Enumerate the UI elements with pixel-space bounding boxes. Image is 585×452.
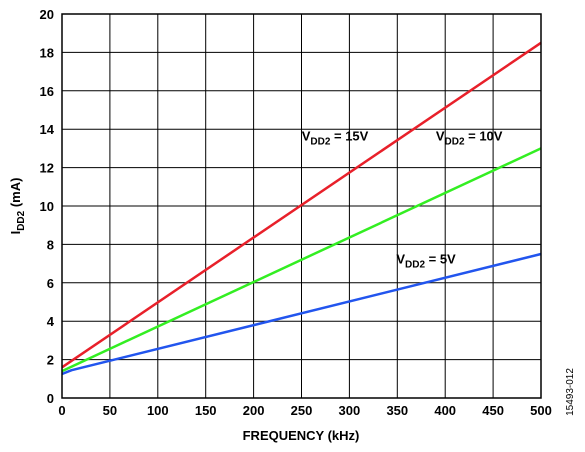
y-tick-label: 4: [47, 314, 55, 329]
plot-frame: [61, 13, 542, 399]
series-label-0: VDD2 = 15V: [302, 129, 369, 148]
figure-id: 15493-012: [565, 368, 576, 416]
y-axis-title: IDD2 (mA): [8, 178, 27, 235]
x-tick-label: 100: [147, 403, 169, 418]
y-tick-label: 10: [40, 199, 54, 214]
y-axis-title-main: I: [8, 231, 23, 235]
x-tick-label: 150: [195, 403, 217, 418]
x-axis-title: FREQUENCY (kHz): [243, 428, 360, 443]
x-tick-label: 250: [291, 403, 313, 418]
y-tick-label: 8: [47, 237, 54, 252]
series-line-2: [61, 252, 542, 376]
x-tick-label: 400: [434, 403, 456, 418]
y-tick-label: 0: [47, 391, 54, 406]
y-axis-title-sub: DD2: [16, 210, 27, 230]
x-tick-label: 350: [386, 403, 408, 418]
y-tick-label: 18: [40, 45, 54, 60]
y-tick-labels: 0 2 4 6 8 10 12 14 16 18 20: [40, 7, 55, 406]
x-tick-label: 50: [103, 403, 117, 418]
y-tick-label: 20: [40, 7, 54, 22]
x-tick-label: 450: [482, 403, 504, 418]
series-lines: [61, 41, 542, 376]
x-tick-label: 200: [243, 403, 265, 418]
series-annotations: VDD2 = 15V VDD2 = 10V VDD2 = 5V: [302, 129, 503, 271]
y-tick-label: 2: [47, 353, 54, 368]
x-tick-label: 500: [530, 403, 552, 418]
y-tick-label: 12: [40, 161, 54, 176]
y-tick-label: 6: [47, 276, 54, 291]
series-line-0: [61, 41, 542, 369]
x-tick-label: 0: [58, 403, 65, 418]
series-label-2: VDD2 = 5V: [396, 252, 456, 271]
series-label-1: VDD2 = 10V: [436, 129, 503, 148]
series-line-1: [61, 147, 542, 373]
x-tick-labels: 0 50 100 150 200 250 300 350 400 450 500: [58, 403, 551, 418]
x-tick-label: 300: [339, 403, 361, 418]
y-axis-title-unit: (mA): [8, 178, 23, 211]
y-tick-label: 14: [40, 122, 55, 137]
y-tick-label: 16: [40, 84, 54, 99]
